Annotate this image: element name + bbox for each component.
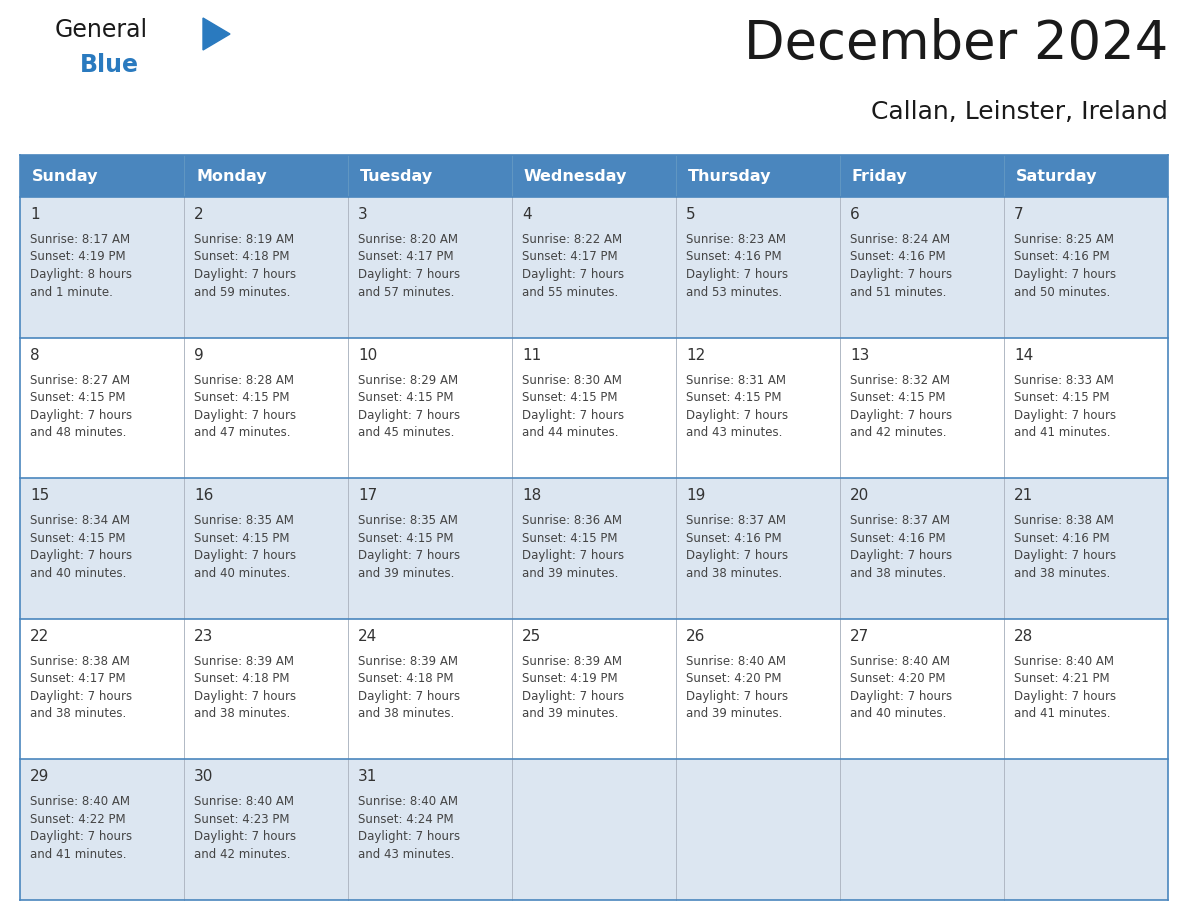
Text: Thursday: Thursday — [688, 169, 771, 184]
Text: Sunrise: 8:20 AM
Sunset: 4:17 PM
Daylight: 7 hours
and 57 minutes.: Sunrise: 8:20 AM Sunset: 4:17 PM Dayligh… — [358, 233, 460, 298]
Text: 12: 12 — [685, 348, 706, 363]
Text: 9: 9 — [194, 348, 204, 363]
Text: 21: 21 — [1015, 488, 1034, 503]
Text: Sunrise: 8:37 AM
Sunset: 4:16 PM
Daylight: 7 hours
and 38 minutes.: Sunrise: 8:37 AM Sunset: 4:16 PM Dayligh… — [685, 514, 788, 579]
Text: Saturday: Saturday — [1016, 169, 1098, 184]
Bar — [20, 155, 1168, 197]
Text: 20: 20 — [849, 488, 870, 503]
Text: Sunrise: 8:40 AM
Sunset: 4:21 PM
Daylight: 7 hours
and 41 minutes.: Sunrise: 8:40 AM Sunset: 4:21 PM Dayligh… — [1015, 655, 1116, 721]
Text: 2: 2 — [194, 207, 203, 222]
Text: Sunrise: 8:40 AM
Sunset: 4:20 PM
Daylight: 7 hours
and 40 minutes.: Sunrise: 8:40 AM Sunset: 4:20 PM Dayligh… — [849, 655, 952, 721]
Text: Friday: Friday — [852, 169, 908, 184]
Text: Tuesday: Tuesday — [360, 169, 434, 184]
Text: Sunrise: 8:19 AM
Sunset: 4:18 PM
Daylight: 7 hours
and 59 minutes.: Sunrise: 8:19 AM Sunset: 4:18 PM Dayligh… — [194, 233, 296, 298]
Text: 19: 19 — [685, 488, 706, 503]
Text: Wednesday: Wednesday — [524, 169, 627, 184]
Text: Monday: Monday — [196, 169, 266, 184]
Text: Sunrise: 8:34 AM
Sunset: 4:15 PM
Daylight: 7 hours
and 40 minutes.: Sunrise: 8:34 AM Sunset: 4:15 PM Dayligh… — [30, 514, 132, 579]
Text: 22: 22 — [30, 629, 49, 644]
Text: Sunrise: 8:35 AM
Sunset: 4:15 PM
Daylight: 7 hours
and 39 minutes.: Sunrise: 8:35 AM Sunset: 4:15 PM Dayligh… — [358, 514, 460, 579]
Text: 26: 26 — [685, 629, 706, 644]
Text: 17: 17 — [358, 488, 378, 503]
Bar — [20, 759, 1168, 900]
Text: Sunrise: 8:32 AM
Sunset: 4:15 PM
Daylight: 7 hours
and 42 minutes.: Sunrise: 8:32 AM Sunset: 4:15 PM Dayligh… — [849, 374, 952, 439]
Text: Sunrise: 8:29 AM
Sunset: 4:15 PM
Daylight: 7 hours
and 45 minutes.: Sunrise: 8:29 AM Sunset: 4:15 PM Dayligh… — [358, 374, 460, 439]
Text: Sunrise: 8:27 AM
Sunset: 4:15 PM
Daylight: 7 hours
and 48 minutes.: Sunrise: 8:27 AM Sunset: 4:15 PM Dayligh… — [30, 374, 132, 439]
Text: December 2024: December 2024 — [744, 18, 1168, 70]
Text: 28: 28 — [1015, 629, 1034, 644]
Text: 11: 11 — [522, 348, 542, 363]
Text: Sunrise: 8:22 AM
Sunset: 4:17 PM
Daylight: 7 hours
and 55 minutes.: Sunrise: 8:22 AM Sunset: 4:17 PM Dayligh… — [522, 233, 624, 298]
Text: Sunrise: 8:40 AM
Sunset: 4:24 PM
Daylight: 7 hours
and 43 minutes.: Sunrise: 8:40 AM Sunset: 4:24 PM Dayligh… — [358, 795, 460, 861]
Text: 27: 27 — [849, 629, 870, 644]
Text: 15: 15 — [30, 488, 49, 503]
Text: Sunrise: 8:40 AM
Sunset: 4:23 PM
Daylight: 7 hours
and 42 minutes.: Sunrise: 8:40 AM Sunset: 4:23 PM Dayligh… — [194, 795, 296, 861]
Text: 25: 25 — [522, 629, 542, 644]
Text: Sunrise: 8:33 AM
Sunset: 4:15 PM
Daylight: 7 hours
and 41 minutes.: Sunrise: 8:33 AM Sunset: 4:15 PM Dayligh… — [1015, 374, 1116, 439]
Text: Sunrise: 8:25 AM
Sunset: 4:16 PM
Daylight: 7 hours
and 50 minutes.: Sunrise: 8:25 AM Sunset: 4:16 PM Dayligh… — [1015, 233, 1116, 298]
Text: Sunrise: 8:37 AM
Sunset: 4:16 PM
Daylight: 7 hours
and 38 minutes.: Sunrise: 8:37 AM Sunset: 4:16 PM Dayligh… — [849, 514, 952, 579]
Text: Sunrise: 8:38 AM
Sunset: 4:17 PM
Daylight: 7 hours
and 38 minutes.: Sunrise: 8:38 AM Sunset: 4:17 PM Dayligh… — [30, 655, 132, 721]
Text: Sunrise: 8:30 AM
Sunset: 4:15 PM
Daylight: 7 hours
and 44 minutes.: Sunrise: 8:30 AM Sunset: 4:15 PM Dayligh… — [522, 374, 624, 439]
Text: Sunrise: 8:39 AM
Sunset: 4:18 PM
Daylight: 7 hours
and 38 minutes.: Sunrise: 8:39 AM Sunset: 4:18 PM Dayligh… — [358, 655, 460, 721]
Text: General: General — [55, 18, 148, 42]
Text: Sunrise: 8:24 AM
Sunset: 4:16 PM
Daylight: 7 hours
and 51 minutes.: Sunrise: 8:24 AM Sunset: 4:16 PM Dayligh… — [849, 233, 952, 298]
Text: Sunrise: 8:28 AM
Sunset: 4:15 PM
Daylight: 7 hours
and 47 minutes.: Sunrise: 8:28 AM Sunset: 4:15 PM Dayligh… — [194, 374, 296, 439]
Text: Blue: Blue — [80, 53, 139, 77]
Text: 5: 5 — [685, 207, 696, 222]
Text: 6: 6 — [849, 207, 860, 222]
Text: 23: 23 — [194, 629, 214, 644]
Text: 3: 3 — [358, 207, 368, 222]
Text: Sunrise: 8:23 AM
Sunset: 4:16 PM
Daylight: 7 hours
and 53 minutes.: Sunrise: 8:23 AM Sunset: 4:16 PM Dayligh… — [685, 233, 788, 298]
Text: Sunrise: 8:40 AM
Sunset: 4:22 PM
Daylight: 7 hours
and 41 minutes.: Sunrise: 8:40 AM Sunset: 4:22 PM Dayligh… — [30, 795, 132, 861]
Text: 31: 31 — [358, 769, 378, 784]
Text: 10: 10 — [358, 348, 378, 363]
Text: 8: 8 — [30, 348, 39, 363]
Text: Sunrise: 8:40 AM
Sunset: 4:20 PM
Daylight: 7 hours
and 39 minutes.: Sunrise: 8:40 AM Sunset: 4:20 PM Dayligh… — [685, 655, 788, 721]
Text: 14: 14 — [1015, 348, 1034, 363]
Text: 24: 24 — [358, 629, 378, 644]
Bar — [20, 478, 1168, 619]
Text: 4: 4 — [522, 207, 531, 222]
Text: Sunrise: 8:39 AM
Sunset: 4:19 PM
Daylight: 7 hours
and 39 minutes.: Sunrise: 8:39 AM Sunset: 4:19 PM Dayligh… — [522, 655, 624, 721]
Bar — [20, 338, 1168, 478]
Bar — [20, 619, 1168, 759]
Text: 1: 1 — [30, 207, 39, 222]
Text: Sunrise: 8:17 AM
Sunset: 4:19 PM
Daylight: 8 hours
and 1 minute.: Sunrise: 8:17 AM Sunset: 4:19 PM Dayligh… — [30, 233, 132, 298]
Text: 30: 30 — [194, 769, 214, 784]
Bar — [20, 197, 1168, 338]
Text: Sunrise: 8:35 AM
Sunset: 4:15 PM
Daylight: 7 hours
and 40 minutes.: Sunrise: 8:35 AM Sunset: 4:15 PM Dayligh… — [194, 514, 296, 579]
Text: 7: 7 — [1015, 207, 1024, 222]
Text: Sunrise: 8:39 AM
Sunset: 4:18 PM
Daylight: 7 hours
and 38 minutes.: Sunrise: 8:39 AM Sunset: 4:18 PM Dayligh… — [194, 655, 296, 721]
Text: 18: 18 — [522, 488, 542, 503]
Text: Sunrise: 8:38 AM
Sunset: 4:16 PM
Daylight: 7 hours
and 38 minutes.: Sunrise: 8:38 AM Sunset: 4:16 PM Dayligh… — [1015, 514, 1116, 579]
Polygon shape — [203, 18, 230, 50]
Text: Callan, Leinster, Ireland: Callan, Leinster, Ireland — [871, 100, 1168, 124]
Text: 13: 13 — [849, 348, 870, 363]
Text: 16: 16 — [194, 488, 214, 503]
Text: Sunrise: 8:31 AM
Sunset: 4:15 PM
Daylight: 7 hours
and 43 minutes.: Sunrise: 8:31 AM Sunset: 4:15 PM Dayligh… — [685, 374, 788, 439]
Text: Sunday: Sunday — [32, 169, 99, 184]
Text: 29: 29 — [30, 769, 50, 784]
Text: Sunrise: 8:36 AM
Sunset: 4:15 PM
Daylight: 7 hours
and 39 minutes.: Sunrise: 8:36 AM Sunset: 4:15 PM Dayligh… — [522, 514, 624, 579]
